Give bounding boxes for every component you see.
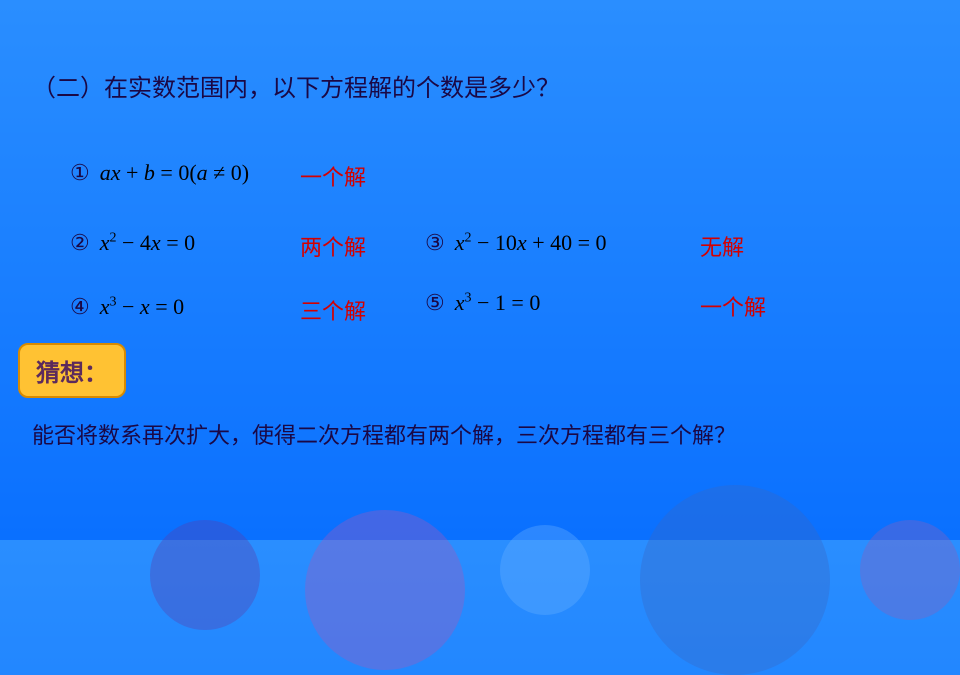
answer-text: 两个解	[300, 230, 366, 262]
equation-number: ③	[425, 230, 445, 256]
decorative-circles	[0, 460, 960, 600]
bg-circle	[860, 520, 960, 620]
answer-text: 一个解	[700, 290, 766, 322]
equation-number: ①	[70, 160, 90, 186]
equation-answer: 一个解	[700, 290, 766, 322]
answer-text: 无解	[700, 230, 744, 262]
equation-math: x3 − x = 0	[100, 294, 184, 320]
equation-number: ④	[70, 294, 90, 320]
answer-text: 三个解	[300, 294, 366, 326]
equation-answer: 三个解	[300, 294, 366, 326]
callout-caixiang: 猜想：	[18, 343, 126, 398]
bg-circle	[500, 525, 590, 615]
equation-math: ax + b = 0(a ≠ 0)	[100, 160, 249, 186]
bg-circle	[640, 485, 830, 675]
question-text: 能否将数系再次扩大，使得二次方程都有两个解，三次方程都有三个解？	[32, 418, 736, 450]
equation-math: x3 − 1 = 0	[455, 290, 541, 316]
equation-row: ⑤ x3 − 1 = 0	[425, 290, 540, 316]
equation-answer: 一个解	[300, 160, 366, 192]
equation-math: x2 − 4x = 0	[100, 230, 195, 256]
equation-row: ① ax + b = 0(a ≠ 0)	[70, 160, 249, 186]
equation-row: ④ x3 − x = 0	[70, 294, 184, 320]
bg-circle	[305, 510, 465, 670]
equation-math: x2 − 10x + 40 = 0	[455, 230, 607, 256]
equation-answer: 两个解	[300, 230, 366, 262]
equation-row: ② x2 − 4x = 0	[70, 230, 195, 256]
section-title: （二）在实数范围内，以下方程解的个数是多少？	[32, 68, 560, 103]
equation-row: ③ x2 − 10x + 40 = 0	[425, 230, 607, 256]
bg-circle	[150, 520, 260, 630]
equation-number: ⑤	[425, 290, 445, 316]
equation-number: ②	[70, 230, 90, 256]
equation-answer: 无解	[700, 230, 744, 262]
answer-text: 一个解	[300, 160, 366, 192]
